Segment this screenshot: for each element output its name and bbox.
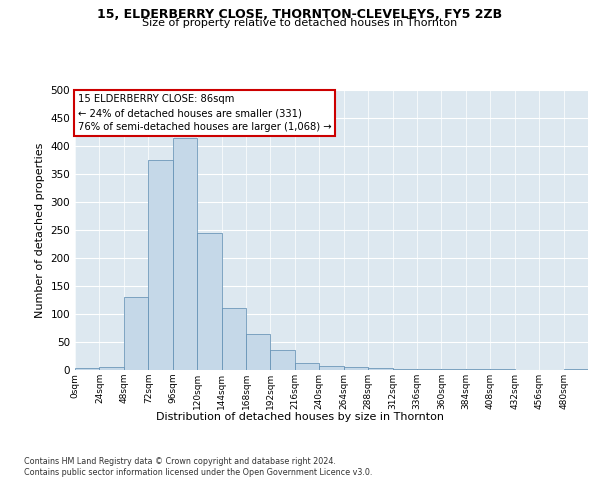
Bar bbox=[319, 366, 344, 370]
Bar bbox=[392, 369, 417, 370]
Bar bbox=[124, 297, 148, 370]
Y-axis label: Number of detached properties: Number of detached properties bbox=[35, 142, 45, 318]
Bar bbox=[75, 368, 100, 370]
Bar bbox=[344, 367, 368, 370]
Text: Size of property relative to detached houses in Thornton: Size of property relative to detached ho… bbox=[142, 18, 458, 28]
Text: 15 ELDERBERRY CLOSE: 86sqm
← 24% of detached houses are smaller (331)
76% of sem: 15 ELDERBERRY CLOSE: 86sqm ← 24% of deta… bbox=[77, 94, 331, 132]
Bar bbox=[271, 350, 295, 370]
Bar bbox=[173, 138, 197, 370]
Text: 15, ELDERBERRY CLOSE, THORNTON-CLEVELEYS, FY5 2ZB: 15, ELDERBERRY CLOSE, THORNTON-CLEVELEYS… bbox=[97, 8, 503, 20]
Bar bbox=[368, 368, 392, 370]
Text: Contains HM Land Registry data © Crown copyright and database right 2024.
Contai: Contains HM Land Registry data © Crown c… bbox=[24, 458, 373, 477]
Bar bbox=[197, 233, 221, 370]
Bar bbox=[221, 308, 246, 370]
Bar bbox=[563, 369, 588, 370]
Text: Distribution of detached houses by size in Thornton: Distribution of detached houses by size … bbox=[156, 412, 444, 422]
Bar bbox=[246, 334, 271, 370]
Bar bbox=[148, 160, 173, 370]
Bar bbox=[295, 362, 319, 370]
Bar bbox=[100, 367, 124, 370]
